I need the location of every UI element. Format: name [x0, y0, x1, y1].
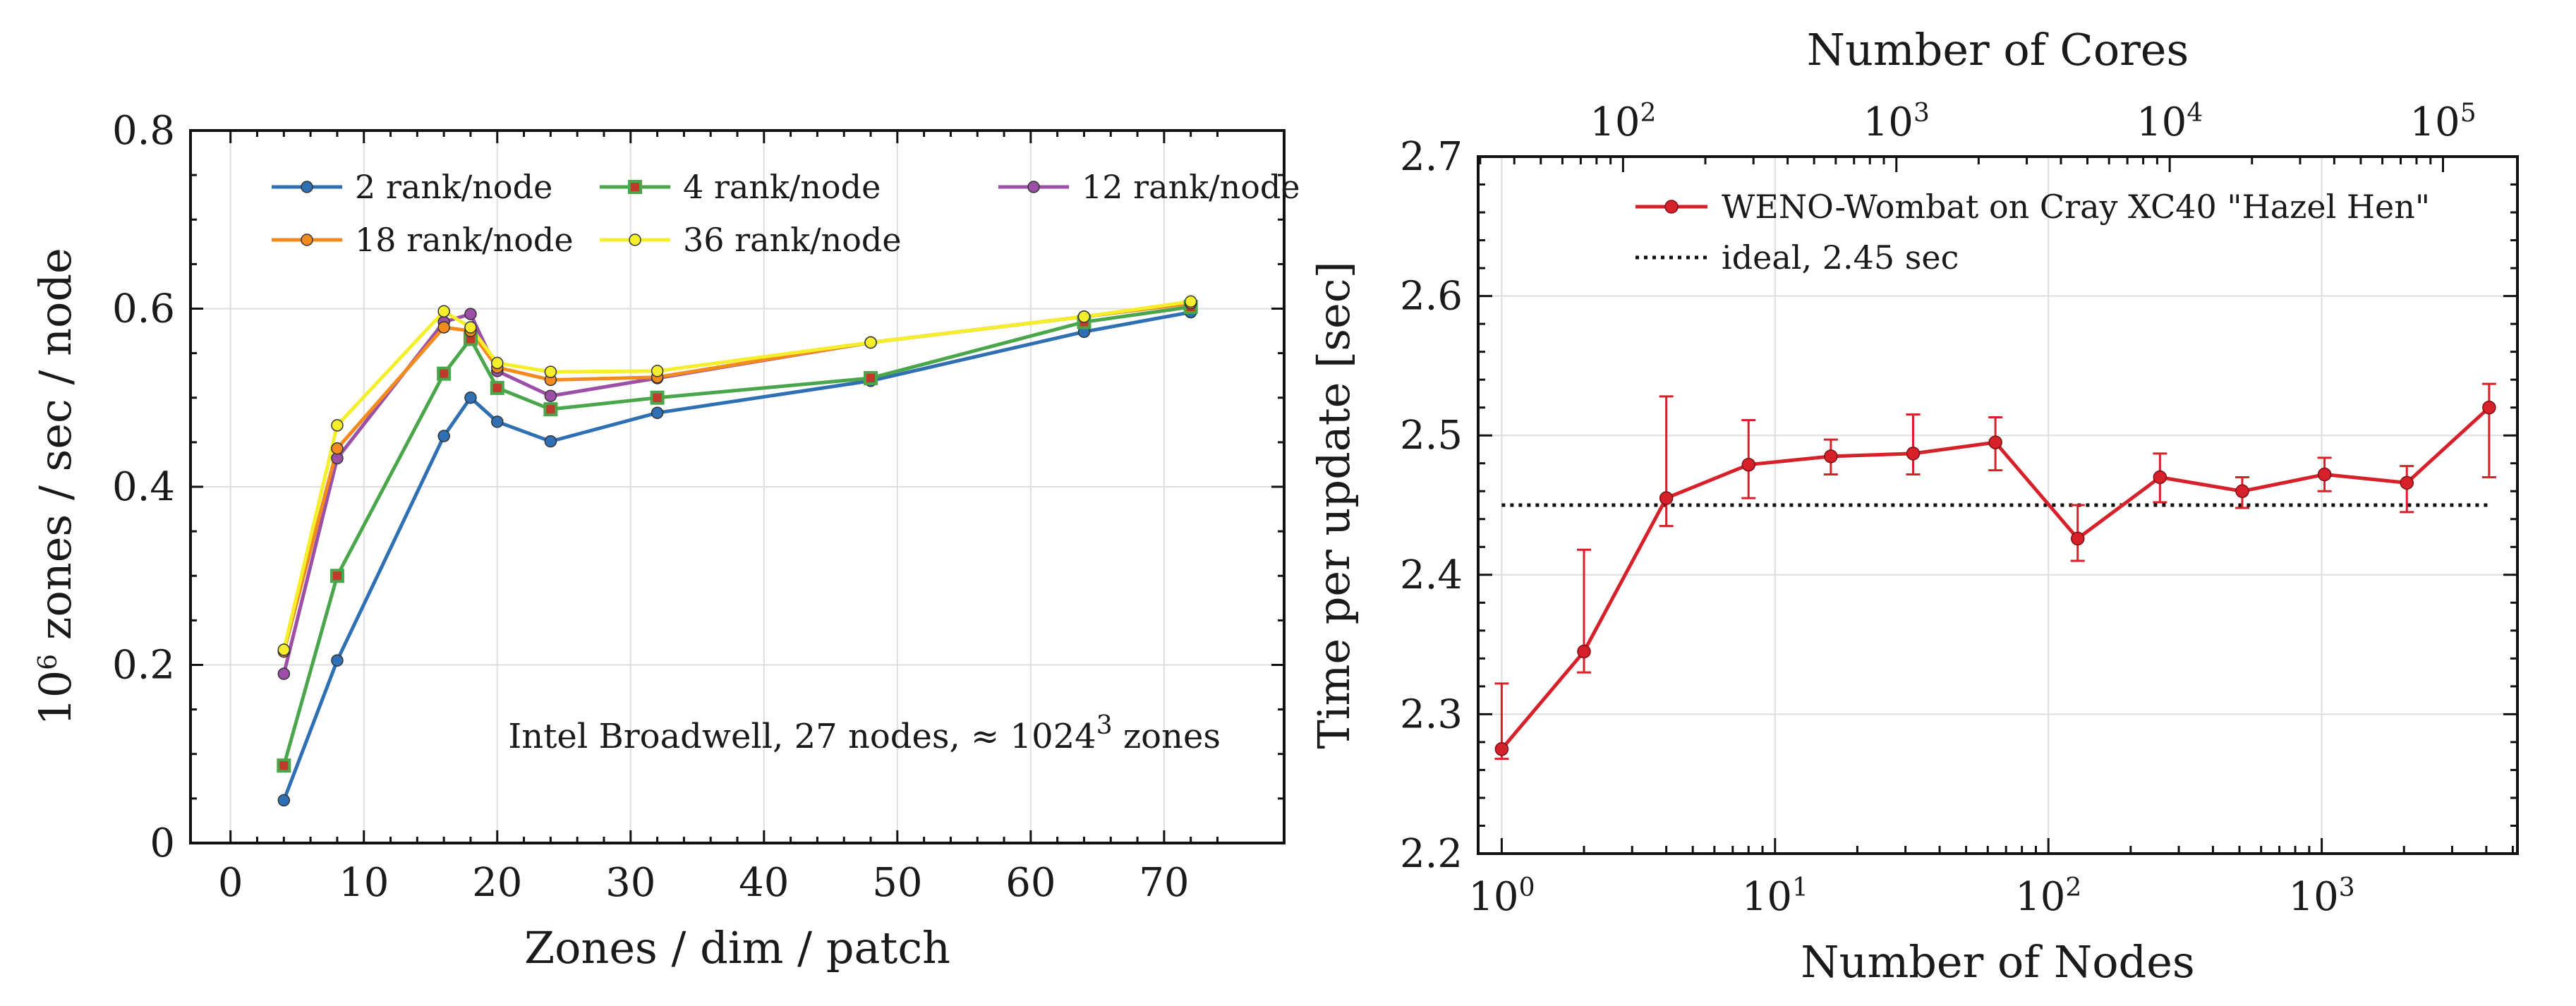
series-line [282, 301, 1191, 653]
legend-label: 2 rank/node [355, 168, 552, 206]
legend-marker [629, 234, 641, 246]
data-point [491, 416, 504, 428]
data-point [1906, 447, 1921, 461]
data-point [277, 758, 291, 773]
data-point [864, 336, 877, 349]
legend-label: WENO-Wombat on Cray XC40 "Hazel Hen" [1722, 188, 2430, 226]
data-point [2482, 400, 2496, 415]
series-line [282, 310, 1192, 801]
y-axis-label: Time per update [sec] [1308, 261, 1360, 749]
data-point [2235, 484, 2249, 498]
y-tick-label: 0 [150, 820, 175, 866]
data-point [277, 643, 291, 656]
annotation-text: Intel Broadwell, 27 nodes, ≈ 10243 zones [508, 711, 1221, 757]
y-tick-label: 2.5 [1400, 413, 1463, 459]
y-tick-label: 2.6 [1400, 274, 1463, 320]
data-point [437, 366, 452, 381]
data-point [491, 356, 504, 370]
x-axis-label: Zones / dim / patch [524, 922, 950, 974]
y-tick-label: 0.2 [112, 643, 175, 689]
data-point [2153, 470, 2167, 485]
data-point [277, 667, 291, 680]
y-tick-label: 2.2 [1400, 831, 1463, 877]
x-tick-label: 0 [218, 860, 243, 906]
data-point [544, 365, 557, 378]
x-tick-label: 103 [2289, 873, 2355, 921]
series-line [282, 305, 1192, 766]
data-point [2070, 531, 2085, 546]
data-point [329, 569, 344, 583]
legend-marker [301, 181, 313, 193]
data-point [2400, 475, 2414, 490]
right-chart-time-per-update: 100 101 102 103 102 103 104 105 2.2 2.3 2.4 2.5 2.6 2… [1308, 24, 2519, 988]
plot-frame [189, 129, 1286, 844]
data-point [437, 430, 450, 442]
plot-frame [1477, 155, 2519, 855]
top-x-tick-label: 102 [1590, 99, 1656, 146]
data-point [864, 370, 878, 385]
top-x-tick-label: 105 [2409, 99, 2476, 146]
y-tick-label: 0.6 [112, 286, 175, 332]
data-point [331, 654, 344, 667]
top-x-axis-label: Number of Cores [1807, 24, 2189, 75]
legend-marker [628, 180, 642, 194]
data-point [1494, 742, 1509, 756]
data-point [331, 419, 344, 432]
legend-label: 4 rank/node [683, 168, 881, 206]
data-point [464, 321, 477, 334]
series-line [282, 299, 1192, 650]
x-tick-label: 70 [1139, 860, 1189, 906]
x-axis-label: Number of Nodes [1801, 936, 2194, 988]
data-point [544, 435, 557, 448]
y-tick-label: 2.4 [1400, 552, 1463, 598]
data-point [437, 305, 450, 318]
data-point [1659, 491, 1674, 505]
x-tick-label: 100 [1468, 873, 1535, 921]
data-point [331, 442, 344, 455]
y-tick-label: 2.7 [1400, 134, 1463, 180]
data-point [1741, 457, 1756, 472]
y-tick-label: 0.4 [112, 464, 175, 510]
data-point [464, 392, 477, 404]
x-tick-label: 102 [2015, 873, 2081, 921]
y-tick-label: 2.3 [1400, 691, 1463, 737]
data-point [544, 389, 557, 402]
x-tick-label: 101 [1742, 873, 1808, 921]
x-tick-label: 50 [872, 860, 922, 906]
y-axis-label: 106 zones / sec / node [30, 248, 81, 725]
data-point [2317, 467, 2332, 482]
data-point [1184, 295, 1197, 308]
data-point [277, 794, 291, 807]
data-point [1077, 310, 1091, 323]
x-tick-label: 20 [472, 860, 522, 906]
data-point [651, 365, 664, 377]
legend-label: ideal, 2.45 sec [1722, 238, 1959, 277]
x-tick-label: 10 [339, 860, 389, 906]
x-tick-label: 60 [1005, 860, 1056, 906]
legend-marker [1027, 181, 1040, 193]
top-x-tick-label: 104 [2136, 99, 2203, 146]
legend-marker [1664, 200, 1679, 214]
data-point [543, 402, 558, 417]
data-point [1577, 644, 1591, 659]
top-x-tick-label: 103 [1863, 99, 1930, 146]
legend-marker [301, 234, 313, 246]
data-point [464, 308, 477, 320]
x-tick-label: 30 [605, 860, 655, 906]
data-point [437, 321, 450, 334]
data-point [651, 406, 664, 419]
legend-label: 18 rank/node [355, 221, 574, 259]
data-point [650, 390, 665, 405]
y-tick-label: 0.8 [112, 108, 175, 154]
data-point [1988, 435, 2002, 449]
left-chart-zones-per-sec: 0 10 20 30 40 50 60 70 0 0.2 0.4 0.6 0.8 Zones / dim … [30, 108, 1300, 974]
legend-label: 36 rank/node [683, 221, 902, 259]
legend-label: 12 rank/node [1082, 168, 1300, 206]
data-point [1824, 449, 1838, 463]
data-point [490, 380, 504, 395]
x-tick-label: 40 [739, 860, 789, 906]
